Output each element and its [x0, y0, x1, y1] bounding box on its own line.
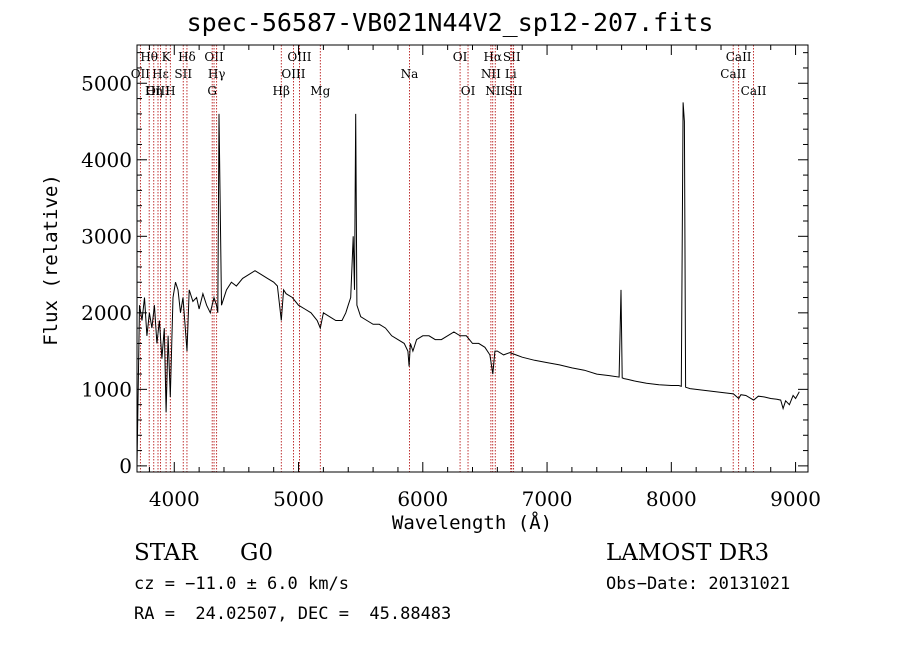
observation-date: Obs−Date: 20131021 — [606, 574, 791, 594]
line-marker-label: Hβ — [273, 84, 290, 98]
line-marker-label: OI — [461, 84, 476, 98]
line-marker-label: OI — [453, 50, 468, 64]
line-markers: Hθ OII OIII K H Hε Hη Hδ SII OII Hγ G Hβ OIII OIII Mg Na… — [131, 45, 767, 472]
line-marker-label: G — [207, 84, 217, 98]
plot-frame — [136, 44, 809, 473]
line-marker-label: Mg — [310, 84, 330, 98]
line-marker-label: Hα — [483, 50, 502, 64]
line-marker-label: SII — [174, 67, 192, 81]
line-marker-label: NII — [485, 84, 505, 98]
x-tick-label: 8000 — [646, 487, 697, 511]
coordinates: RA = 24.02507, DEC = 45.88483 — [134, 604, 452, 624]
y-tick-label: 5000 — [81, 71, 132, 95]
line-marker-label: OII — [131, 67, 151, 81]
x-axis-label: Wavelength (Å) — [391, 512, 553, 534]
y-tick-label: 2000 — [81, 301, 132, 325]
y-tick-label: 1000 — [81, 377, 132, 401]
line-marker-label: H — [165, 84, 175, 98]
line-marker-label: Hθ — [140, 50, 158, 64]
line-marker-label: OIII — [281, 67, 305, 81]
line-marker-label: SII — [505, 84, 523, 98]
y-tick-label: 4000 — [81, 148, 132, 172]
line-marker-label: NII — [481, 67, 501, 81]
y-axis-label: Flux (relative) — [40, 174, 62, 346]
line-marker-label: Li — [505, 67, 517, 81]
survey-name: LAMOST DR3 — [606, 540, 770, 566]
object-class: STAR — [134, 540, 198, 566]
redshift-cz: cz = −11.0 ± 6.0 km/s — [134, 574, 349, 594]
x-tick-label: 7000 — [522, 487, 573, 511]
line-marker-label: OII — [204, 50, 224, 64]
y-tick-label: 3000 — [81, 224, 132, 248]
x-tick-label: 5000 — [273, 487, 324, 511]
line-marker-label: Hδ — [178, 50, 196, 64]
y-tick-label: 0 — [119, 454, 132, 478]
chart-title: spec-56587-VB021N44V2_sp12-207.fits — [186, 8, 714, 37]
line-marker-label: CaII — [720, 67, 746, 81]
line-marker-label: OIII — [287, 50, 311, 64]
line-marker-label: Hγ — [208, 67, 226, 81]
x-tick-label: 6000 — [397, 487, 448, 511]
line-marker-label: Hε — [152, 67, 169, 81]
line-marker-label: Na — [401, 67, 419, 81]
line-marker-label: K — [162, 50, 172, 64]
object-subclass: G0 — [240, 540, 274, 566]
line-marker-label: SII — [503, 50, 521, 64]
line-marker-label: CaII — [726, 50, 752, 64]
line-marker-label: Hη — [145, 84, 163, 98]
x-tick-label: 4000 — [149, 487, 200, 511]
axis-ticks: 4000 5000 6000 7000 8000 9000 0 1000 2000 3000 400… — [81, 45, 821, 511]
line-marker-label: OIII — [146, 84, 170, 98]
spectrum-line — [136, 102, 800, 466]
x-tick-label: 9000 — [770, 487, 821, 511]
line-marker-label: CaII — [741, 84, 767, 98]
